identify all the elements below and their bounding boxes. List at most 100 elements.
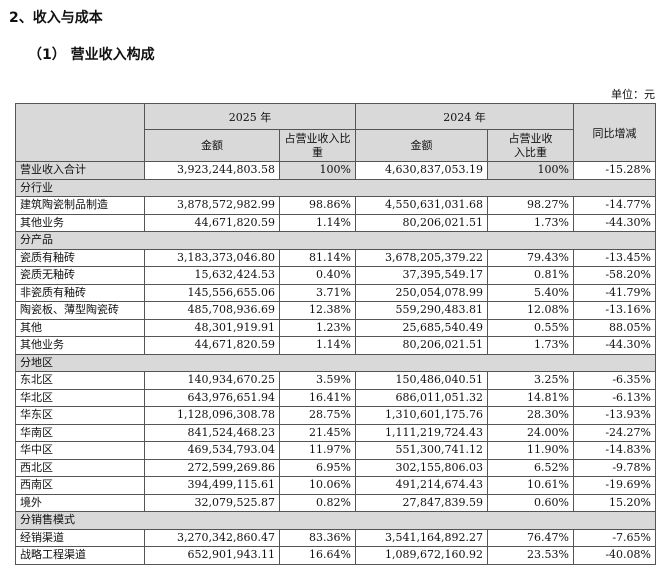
- amount-2025: 841,524,468.23: [144, 423, 280, 442]
- unit-label: 单位：元: [611, 88, 655, 101]
- table-row: 华中区 469,534,793.04 11.97% 551,300,741.12 11.…: [15, 441, 656, 460]
- share-2024: 100%: [487, 161, 574, 180]
- header-share-2024: 占营业收入比重: [487, 129, 574, 162]
- yoy-change: -6.13%: [573, 388, 656, 407]
- share-2025: 1.23%: [279, 318, 356, 337]
- amount-2024: 559,290,483.81: [355, 301, 488, 320]
- amount-2025: 1,128,096,308.78: [144, 406, 280, 425]
- share-2025: 100%: [279, 161, 356, 180]
- row-label: 陶瓷板、薄型陶瓷砖: [15, 301, 145, 320]
- share-2025: 0.40%: [279, 266, 356, 285]
- amount-2025: 44,671,820.59: [144, 213, 280, 232]
- share-2024: 0.60%: [487, 493, 574, 512]
- yoy-change: -19.69%: [573, 476, 656, 495]
- share-2025: 28.75%: [279, 406, 356, 425]
- amount-2025: 32,079,525.87: [144, 493, 280, 512]
- revenue-composition-table: 2025 年 2024 年 同比增减 金额 占营业收入比重 金额 占营业收入比重…: [15, 103, 656, 565]
- amount-2024: 27,847,839.59: [355, 493, 488, 512]
- share-2024: 3.25%: [487, 371, 574, 390]
- amount-2025: 145,556,655.06: [144, 283, 280, 302]
- share-2025: 81.14%: [279, 248, 356, 267]
- share-2024: 28.30%: [487, 406, 574, 425]
- amount-2025: 394,499,115.61: [144, 476, 280, 495]
- amount-2024: 3,678,205,379.22: [355, 248, 488, 267]
- header-amount-2024: 金额: [355, 129, 488, 162]
- amount-2024: 4,630,837,053.19: [355, 161, 488, 180]
- table-row: 华南区 841,524,468.23 21.45% 1,111,219,724.43 2…: [15, 423, 656, 442]
- share-2025: 12.38%: [279, 301, 356, 320]
- amount-2024: 80,206,021.51: [355, 336, 488, 355]
- table-row: 华北区 643,976,651.94 16.41% 686,011,051.32 14.…: [15, 388, 656, 407]
- amount-2024: 686,011,051.32: [355, 388, 488, 407]
- subsection-title: （1） 营业收入构成: [28, 47, 155, 63]
- share-2025: 11.97%: [279, 441, 356, 460]
- share-2024: 24.00%: [487, 423, 574, 442]
- amount-2025: 643,976,651.94: [144, 388, 280, 407]
- category-row: 分行业: [15, 178, 656, 197]
- row-label: 非瓷质有釉砖: [15, 283, 145, 302]
- table-row: 东北区 140,934,670.25 3.59% 150,486,040.51 3.25…: [15, 371, 656, 390]
- amount-2025: 272,599,269.86: [144, 458, 280, 477]
- share-2024: 98.27%: [487, 196, 574, 215]
- row-label: 西北区: [15, 458, 145, 477]
- amount-2025: 15,632,424.53: [144, 266, 280, 285]
- section-title: 2、收入与成本: [9, 10, 103, 26]
- amount-2025: 44,671,820.59: [144, 336, 280, 355]
- amount-2025: 3,878,572,982.99: [144, 196, 280, 215]
- table-row: 其他 48,301,919.91 1.23% 25,685,540.49 0.55% 88…: [15, 318, 656, 337]
- amount-2024: 491,214,674.43: [355, 476, 488, 495]
- amount-2025: 3,270,342,860.47: [144, 528, 280, 547]
- share-2025: 3.59%: [279, 371, 356, 390]
- category-row: 分地区: [15, 353, 656, 372]
- table-row: 境外 32,079,525.87 0.82% 27,847,839.59 0.60% 15…: [15, 493, 656, 512]
- row-label: 西南区: [15, 476, 145, 495]
- yoy-change: -14.77%: [573, 196, 656, 215]
- table-row: 华东区 1,128,096,308.78 28.75% 1,310,601,175.7…: [15, 406, 656, 425]
- row-label: 瓷质有釉砖: [15, 248, 145, 267]
- category-title: 分销售模式: [15, 511, 656, 530]
- header-blank: [15, 103, 145, 162]
- row-label: 华南区: [15, 423, 145, 442]
- amount-2025: 3,923,244,803.58: [144, 161, 280, 180]
- share-2025: 16.41%: [279, 388, 356, 407]
- amount-2024: 150,486,040.51: [355, 371, 488, 390]
- amount-2024: 80,206,021.51: [355, 213, 488, 232]
- row-label: 瓷质无釉砖: [15, 266, 145, 285]
- share-2024: 12.08%: [487, 301, 574, 320]
- category-title: 分行业: [15, 178, 656, 197]
- yoy-change: 88.05%: [573, 318, 656, 337]
- table-row: 战略工程渠道 652,901,943.11 16.64% 1,089,672,160.…: [15, 546, 656, 565]
- share-2024: 11.90%: [487, 441, 574, 460]
- share-2024: 0.55%: [487, 318, 574, 337]
- share-2025: 1.14%: [279, 336, 356, 355]
- yoy-change: -41.79%: [573, 283, 656, 302]
- yoy-change: -44.30%: [573, 336, 656, 355]
- row-label: 华北区: [15, 388, 145, 407]
- category-title: 分地区: [15, 353, 656, 372]
- row-label: 其他业务: [15, 336, 145, 355]
- share-2025: 83.36%: [279, 528, 356, 547]
- amount-2025: 140,934,670.25: [144, 371, 280, 390]
- amount-2025: 485,708,936.69: [144, 301, 280, 320]
- share-2025: 16.64%: [279, 546, 356, 565]
- amount-2024: 250,054,078.99: [355, 283, 488, 302]
- share-2024: 6.52%: [487, 458, 574, 477]
- amount-2025: 3,183,373,046.80: [144, 248, 280, 267]
- amount-2024: 302,155,806.03: [355, 458, 488, 477]
- yoy-change: -44.30%: [573, 213, 656, 232]
- amount-2024: 1,111,219,724.43: [355, 423, 488, 442]
- share-2025: 1.14%: [279, 213, 356, 232]
- row-label: 战略工程渠道: [15, 546, 145, 565]
- share-2024: 79.43%: [487, 248, 574, 267]
- amount-2025: 652,901,943.11: [144, 546, 280, 565]
- share-2025: 3.71%: [279, 283, 356, 302]
- yoy-change: -6.35%: [573, 371, 656, 390]
- share-2024: 14.81%: [487, 388, 574, 407]
- row-label: 建筑陶瓷制品制造: [15, 196, 145, 215]
- share-2024: 0.81%: [487, 266, 574, 285]
- table-row: 瓷质有釉砖 3,183,373,046.80 81.14% 3,678,205,379…: [15, 248, 656, 267]
- yoy-change: -7.65%: [573, 528, 656, 547]
- amount-2024: 4,550,631,031.68: [355, 196, 488, 215]
- row-label: 华东区: [15, 406, 145, 425]
- amount-2024: 25,685,540.49: [355, 318, 488, 337]
